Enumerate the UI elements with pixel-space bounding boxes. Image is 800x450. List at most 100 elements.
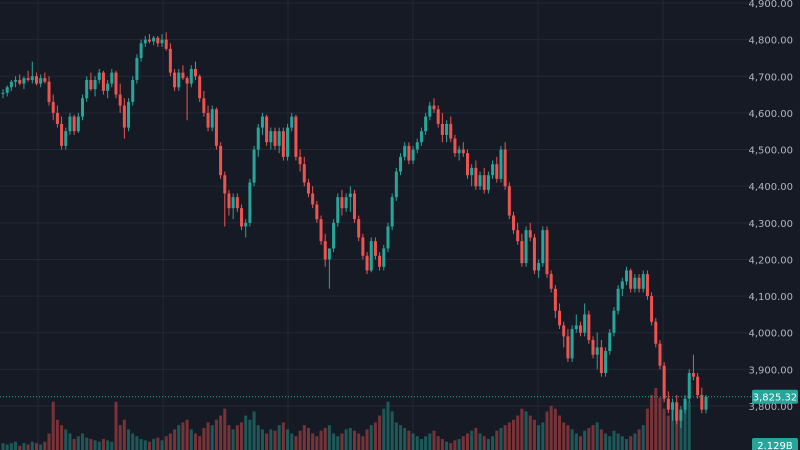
volume-bar (445, 441, 449, 450)
volume-bar (273, 430, 277, 450)
volume-bar (524, 411, 528, 450)
candle-body (252, 149, 256, 183)
volume-bar (319, 430, 323, 450)
volume-bar (457, 438, 461, 450)
volume-bar (482, 436, 486, 450)
volume-bar (256, 425, 260, 450)
candle-body (181, 72, 185, 79)
candle-body (160, 39, 164, 44)
volume-bar (616, 433, 620, 450)
candle-body (315, 204, 319, 220)
candle-body (344, 197, 348, 209)
candle-body (675, 402, 679, 421)
candle-body (624, 270, 629, 282)
candle-body (9, 81, 13, 88)
volume-bar (60, 425, 64, 450)
volume-bar (352, 430, 357, 450)
volume-bar (281, 422, 285, 450)
candle-body (608, 332, 612, 352)
candle-body (470, 167, 474, 176)
candle-body (76, 116, 80, 132)
candle-body (256, 127, 260, 150)
candle-body (666, 398, 670, 410)
volume-bar (131, 433, 135, 450)
volume-bar (177, 425, 181, 450)
candle-body (512, 215, 516, 231)
candle-body (516, 230, 520, 242)
grid-lines (0, 0, 752, 450)
candle-body (465, 153, 469, 176)
candle-body (428, 105, 432, 117)
volume-bar (76, 436, 80, 450)
volume-bar (415, 436, 419, 450)
candle-body (696, 376, 700, 396)
price-axis[interactable]: 4,900.00 4,800.00 4,700.00 4,600.00 4,500.00… (748, 0, 793, 413)
candle-body (650, 296, 654, 322)
candle-body (474, 167, 478, 187)
y-tick-label: 4,700.00 (748, 72, 793, 83)
candle-body (294, 116, 298, 157)
volume-bar (491, 436, 495, 450)
volume-bar (541, 422, 545, 450)
volume-bar (532, 419, 536, 450)
volume-bar (399, 425, 403, 450)
volume-bar (30, 441, 34, 450)
volume-bar (394, 422, 398, 450)
volume-bar (26, 444, 30, 450)
volume-bar (407, 430, 411, 450)
volume-bar (206, 422, 210, 450)
volume-bar (139, 438, 143, 450)
volume-bar (608, 436, 612, 450)
volume-bar (9, 443, 13, 450)
volume-bar (604, 433, 608, 450)
volume-bar (624, 438, 629, 450)
volume-bar (419, 438, 423, 450)
volume-bar (294, 436, 298, 450)
volume-bar (503, 425, 507, 450)
candle-body (277, 131, 281, 146)
candle-body (495, 164, 499, 179)
candle-body (97, 72, 101, 80)
candle-body (101, 72, 105, 91)
volume-bar (64, 429, 68, 450)
candle-body (599, 347, 603, 374)
candle-body (147, 39, 151, 42)
candle-body (645, 274, 649, 297)
volume-bar (570, 429, 574, 450)
y-tick-label: 4,000.00 (748, 329, 793, 340)
candle-body (541, 230, 545, 264)
volume-bar (495, 430, 499, 450)
volume-bar (43, 441, 47, 450)
volume-bar (227, 425, 231, 450)
candle-body (214, 109, 218, 146)
volume-bar (39, 444, 43, 450)
candle-body (302, 164, 306, 183)
volume-bar (432, 430, 436, 450)
volume-bar (290, 433, 294, 450)
candle-body (248, 182, 252, 223)
volume-bar (470, 430, 474, 450)
volume-bar (311, 433, 315, 450)
candle-body (449, 123, 453, 139)
volume-bar (465, 433, 469, 450)
candle-body (399, 156, 403, 172)
volume-bar (512, 419, 516, 450)
volume-bar (449, 443, 453, 450)
candle-body (210, 109, 214, 128)
candle-body (558, 310, 562, 326)
volume-bar (558, 415, 562, 450)
candle-body (578, 325, 582, 333)
candle-body (34, 76, 38, 84)
y-tick-label: 4,500.00 (748, 146, 793, 157)
candle-body (332, 222, 336, 249)
candle-body (286, 127, 290, 157)
candle-body (378, 255, 382, 267)
volume-bar (1, 443, 5, 450)
candle-body (156, 37, 160, 44)
volume-bar (223, 408, 227, 450)
candle-body (440, 123, 444, 135)
candle-body (323, 241, 327, 260)
candle-body (135, 57, 139, 80)
